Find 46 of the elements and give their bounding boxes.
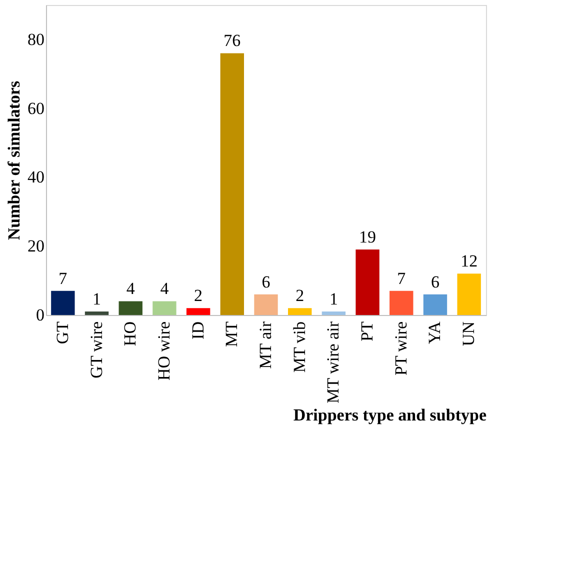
bar [220,53,244,315]
y-tick-label: 80 [28,30,44,49]
x-tick-label: ID [188,322,208,340]
bar [322,312,346,315]
x-tick-label: UN [459,322,478,346]
bar [186,308,210,315]
x-tick-label: MT [222,320,242,347]
y-tick-label: 60 [28,98,44,118]
data-label: 4 [126,279,136,298]
x-tick-label: MT air [256,321,275,369]
y-axis-title: Number of simulators [4,80,24,240]
bar [254,294,278,315]
data-label: 6 [430,272,440,292]
x-tick-label: MT vib [290,322,309,373]
y-tick-label: 0 [36,306,44,324]
bar [51,290,75,315]
bar [152,301,176,315]
x-tick-label: MT wire air [324,321,343,404]
x-tick-label: PT wire [391,322,410,376]
data-label: 76 [224,31,241,50]
data-label: 19 [359,228,376,247]
bar [84,312,109,315]
bar [457,274,481,315]
bar [118,301,142,315]
data-label: 2 [296,286,304,306]
data-label: 4 [160,279,170,298]
x-tick-label: HO [120,322,140,346]
x-tick-label: YA [425,320,444,344]
bar [423,294,448,315]
data-label: 1 [329,290,338,309]
bar [356,250,380,315]
data-label: 7 [58,268,68,288]
data-label: 12 [460,252,478,271]
data-label: 2 [194,286,203,306]
y-tick-label: 40 [28,168,44,187]
x-tick-label: GT [52,320,72,344]
data-label: 7 [397,268,406,288]
bar [390,290,414,315]
y-tick-label: 20 [28,236,44,256]
x-tick-label: PT [358,320,377,342]
x-tick-label: HO wire [154,322,174,381]
x-tick-label: GT wire [86,322,106,378]
data-label: 6 [262,272,270,292]
x-axis-title: Drippers type and subtype [293,406,487,425]
data-label: 1 [92,290,102,309]
bar [288,308,312,315]
